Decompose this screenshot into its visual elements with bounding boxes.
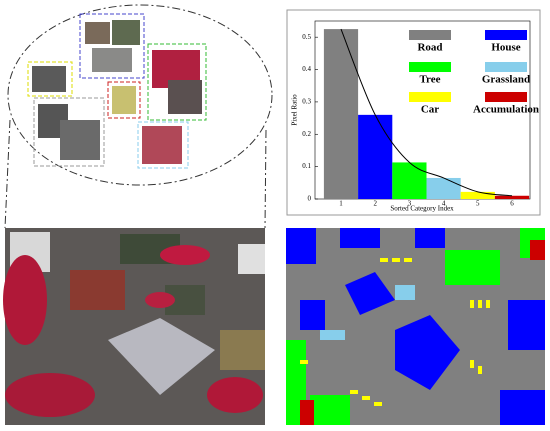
x-tick-label: 2 [373,200,377,208]
y-axis-label: Pixel Ratio [291,94,299,126]
y-tick-label: 0.2 [302,130,311,138]
x-tick-label: 6 [510,200,514,208]
legend-label: Car [421,104,439,116]
legend-label: Accumulation [473,104,539,116]
legend-swatch [409,62,451,72]
bar [494,195,530,199]
chart-frame [286,9,541,216]
sample-ellipse [4,4,273,229]
legend-swatch [485,30,527,40]
y-tick-label: 0.5 [302,33,311,41]
y-tick-label: 0 [308,195,312,203]
bar [323,29,359,199]
y-tick-label: 0.1 [302,162,311,170]
trend-line [340,28,513,197]
chart: 0 0.1 0.2 0.3 0.4 0.5 1 2 3 4 5 6 Road House Tree Grass… [302,28,539,208]
x-tick-label: 4 [442,200,446,208]
legend-swatch [409,30,451,40]
x-axis-label: Sorted Category Index [390,205,454,213]
legend-label: House [491,42,520,54]
legend-label: Road [417,42,442,54]
legend-label: Grassland [482,74,530,86]
x-tick-label: 1 [339,200,343,208]
y-tick-label: 0.4 [302,65,311,73]
x-tick-label: 5 [476,200,480,208]
y-tick-label: 0.3 [302,98,311,106]
bar [426,177,461,199]
legend-swatch [409,92,451,102]
bar [460,191,495,199]
x-tick-label: 3 [408,200,412,208]
legend-label: Tree [420,74,441,86]
bar [392,162,427,199]
legend-swatch [485,62,527,72]
label-map [286,228,545,425]
aerial-image [3,228,265,425]
legend-swatch [485,92,527,102]
bar [358,114,393,199]
